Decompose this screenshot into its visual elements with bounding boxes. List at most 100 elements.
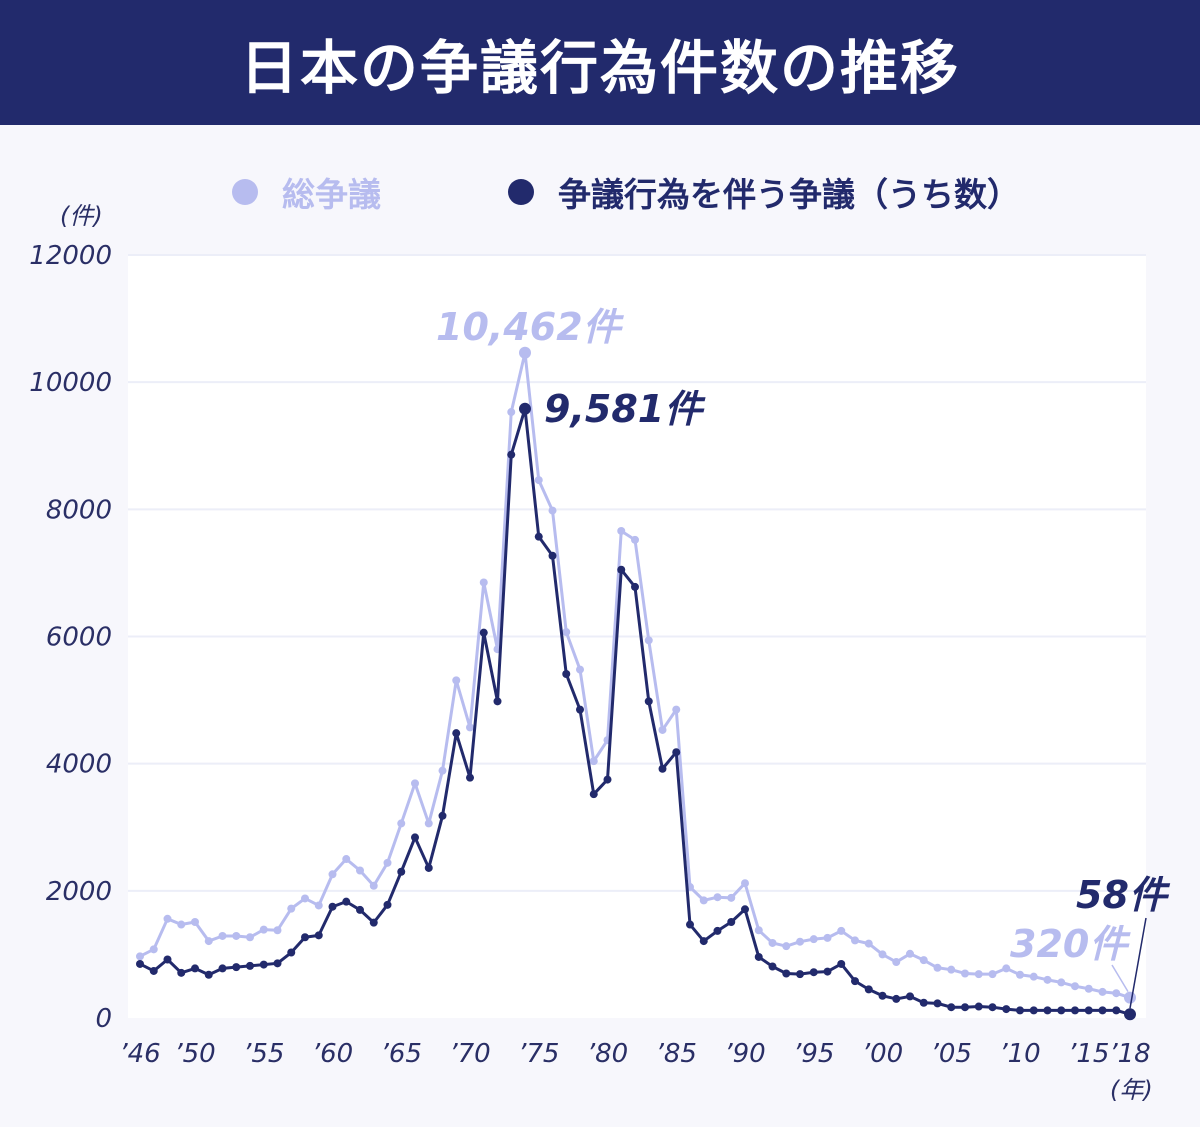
action-point-2006 xyxy=(961,1003,969,1012)
action-point-2003 xyxy=(919,998,928,1007)
action-point-1983 xyxy=(644,697,653,706)
x-tick-label-1965: ’65 xyxy=(381,1039,422,1069)
total-point-1989 xyxy=(727,893,736,902)
total-point-2001 xyxy=(892,958,901,967)
total-point-1981 xyxy=(617,526,626,535)
leader-320 xyxy=(1111,964,1129,993)
action-point-1985 xyxy=(672,748,681,757)
total-point-1984 xyxy=(658,725,667,734)
legend-label-total: 総争議 xyxy=(282,175,381,214)
action-point-1971 xyxy=(479,628,488,637)
action-point-1953 xyxy=(232,963,241,972)
action-point-2013 xyxy=(1057,1006,1066,1015)
action-point-1986 xyxy=(686,920,694,929)
total-point-2016 xyxy=(1098,987,1107,996)
annotation-peak-total: 10,462件 xyxy=(436,305,625,349)
total-point-1956 xyxy=(273,926,282,935)
action-point-1976 xyxy=(548,551,557,560)
legend-label-action: 争議行為を伴う争議（うち数） xyxy=(558,175,1020,214)
total-point-2003 xyxy=(919,956,928,965)
action-point-1990 xyxy=(741,905,749,914)
action-point-1951 xyxy=(204,970,213,979)
action-point-2014 xyxy=(1071,1006,1079,1015)
action-point-1968 xyxy=(438,811,447,820)
action-point-1989 xyxy=(727,917,736,926)
action-point-2004 xyxy=(933,999,942,1008)
total-point-1961 xyxy=(342,855,351,864)
action-point-1994 xyxy=(796,970,804,979)
action-point-1980 xyxy=(603,775,612,784)
total-point-1950 xyxy=(191,917,199,926)
total-point-1968 xyxy=(438,766,447,775)
x-tick-label-2010: ’10 xyxy=(999,1039,1040,1069)
total-point-2007 xyxy=(974,970,983,979)
total-point-1971 xyxy=(479,578,488,587)
action-point-1969 xyxy=(452,729,461,738)
total-point-2011 xyxy=(1029,972,1038,981)
total-point-1953 xyxy=(232,931,241,940)
action-point-1978 xyxy=(576,705,584,714)
action-point-1958 xyxy=(301,933,309,942)
action-point-2002 xyxy=(906,992,914,1001)
action-point-2017 xyxy=(1112,1006,1121,1015)
total-point-1969 xyxy=(452,676,461,685)
total-point-2004 xyxy=(933,963,942,972)
action-point-1998 xyxy=(851,977,859,986)
leader-58 xyxy=(1129,917,1147,1009)
total-point-1993 xyxy=(782,942,791,951)
total-point-2010 xyxy=(1016,970,1024,979)
x-tick-label-2000: ’00 xyxy=(862,1039,903,1069)
x-tick-label-1946: ’46 xyxy=(119,1039,160,1069)
legend-dot-action-icon xyxy=(508,179,534,205)
y-tick-label-8000: 8000 xyxy=(46,495,112,525)
total-point-1988 xyxy=(713,893,722,902)
x-tick-label-1995: ’95 xyxy=(793,1039,834,1069)
end-total-marker xyxy=(1124,991,1136,1004)
action-point-1947 xyxy=(149,966,158,975)
action-point-1970 xyxy=(466,773,474,782)
total-point-1952 xyxy=(218,931,227,940)
action-point-1960 xyxy=(328,902,337,911)
y-tick-label-6000: 6000 xyxy=(46,623,112,653)
legend: 総争議 争議行為を伴う争議（うち数） xyxy=(0,168,1200,218)
total-point-1963 xyxy=(369,881,378,890)
action-point-1949 xyxy=(177,968,186,977)
action-point-1952 xyxy=(218,964,227,973)
action-point-1961 xyxy=(342,897,351,906)
legend-dot-total-icon xyxy=(232,179,258,205)
y-axis-unit: (件) xyxy=(60,202,103,230)
x-tick-label-1990: ’90 xyxy=(724,1039,765,1069)
total-point-1994 xyxy=(796,937,804,946)
annotation-peak-action: 9,581件 xyxy=(544,387,706,431)
action-point-1965 xyxy=(397,867,406,876)
action-point-1982 xyxy=(631,582,639,591)
action-point-1956 xyxy=(273,959,282,968)
action-point-2001 xyxy=(892,994,901,1003)
total-point-1964 xyxy=(383,858,392,867)
legend-item-action: 争議行為を伴う争議（うち数） xyxy=(508,168,1020,216)
total-point-1965 xyxy=(397,819,406,828)
total-point-1946 xyxy=(136,952,144,961)
action-point-1954 xyxy=(246,961,254,970)
total-point-2014 xyxy=(1071,982,1079,991)
total-point-1997 xyxy=(837,926,846,935)
total-point-2017 xyxy=(1112,989,1121,998)
y-tick-label-10000: 10000 xyxy=(29,368,112,398)
total-point-1958 xyxy=(301,894,309,903)
total-point-1955 xyxy=(259,925,268,934)
y-tick-label-4000: 4000 xyxy=(46,750,112,780)
x-tick-label-1970: ’70 xyxy=(449,1039,490,1069)
annotation-end-total: 320件 xyxy=(1010,922,1131,966)
total-point-1954 xyxy=(246,933,254,942)
total-point-1970 xyxy=(466,723,474,732)
total-point-1973 xyxy=(507,408,516,417)
total-point-1959 xyxy=(314,901,323,910)
action-point-1981 xyxy=(617,565,626,574)
action-point-2012 xyxy=(1043,1006,1052,1015)
action-point-1993 xyxy=(782,969,791,978)
action-point-1997 xyxy=(837,959,846,968)
total-point-1983 xyxy=(644,636,653,645)
annotation-end-action: 58件 xyxy=(1076,873,1171,917)
total-point-1947 xyxy=(149,945,158,954)
